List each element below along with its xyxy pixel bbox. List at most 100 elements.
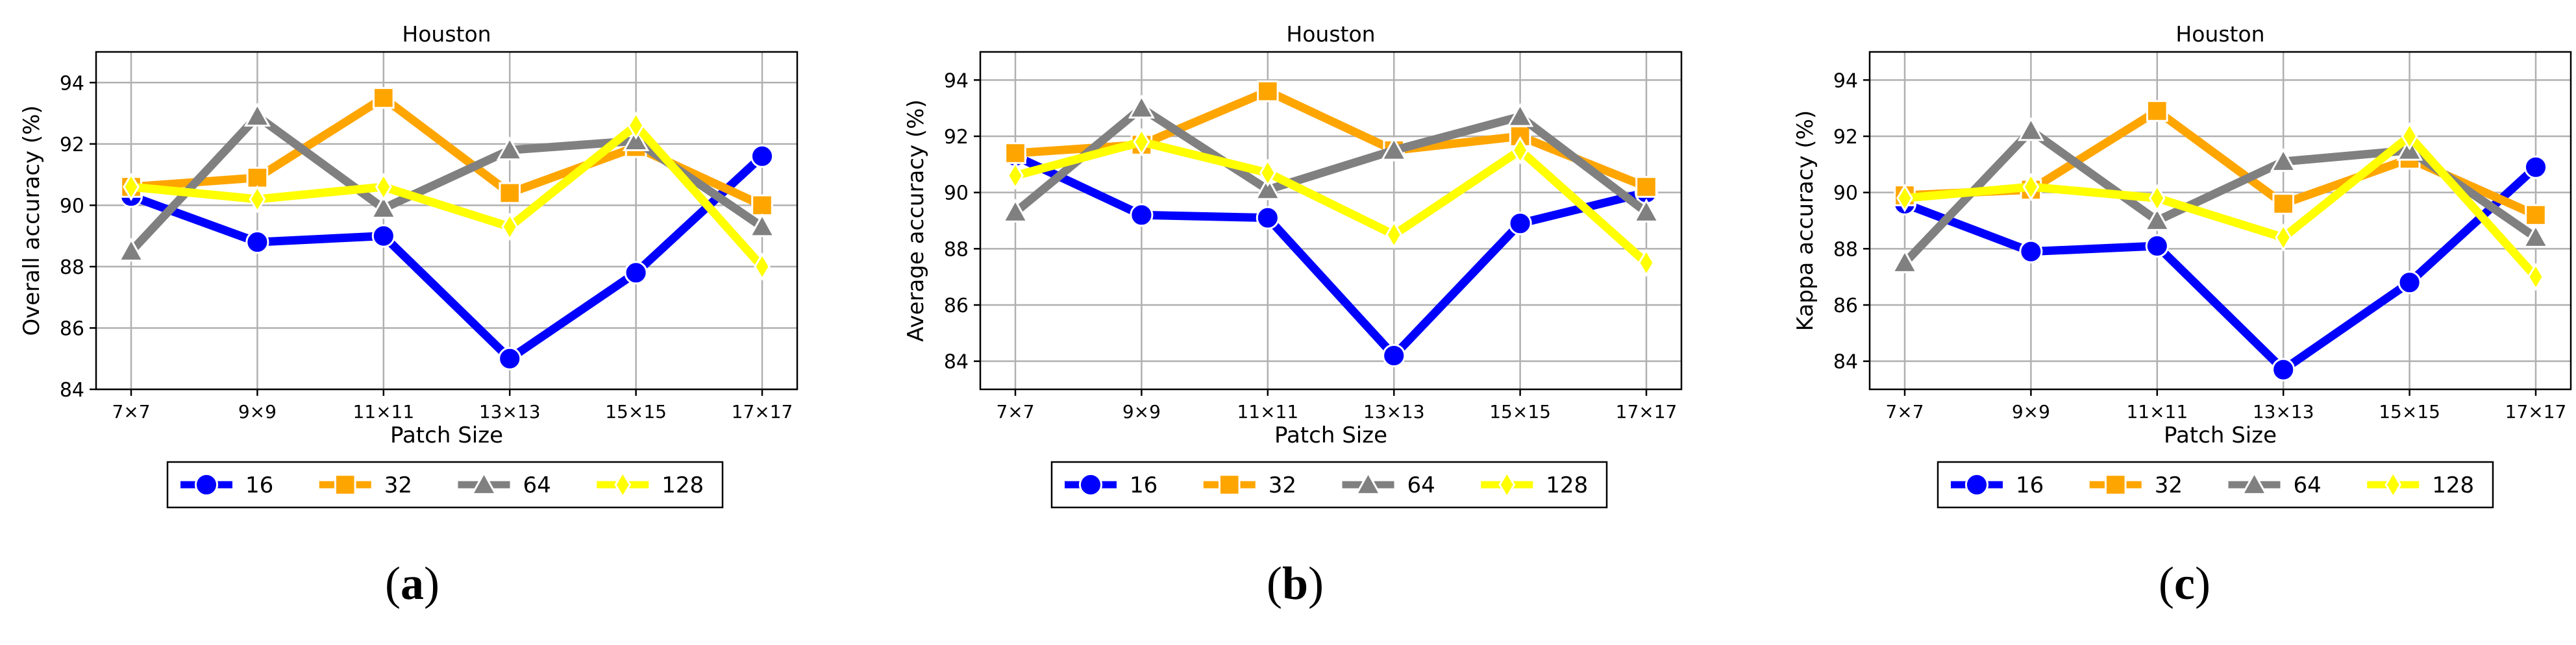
legend-marker-64 [2240, 470, 2268, 495]
series-line-16 [1900, 163, 2540, 374]
y-axis-label: Average accuracy (%) [903, 99, 929, 341]
data-point-16-17×17 [750, 144, 774, 168]
data-point-16-15×15 [2397, 271, 2421, 295]
y-tick-label: 88 [944, 238, 969, 261]
chart-title: Houston [2175, 21, 2264, 47]
data-point-64-13×13 [2270, 147, 2297, 172]
legend-marker-128 [1498, 470, 1516, 499]
series-line-16 [1011, 151, 1651, 360]
panel-label-b: (b) [1266, 557, 1324, 609]
plot-frame [1868, 51, 2572, 391]
data-point-128-9×9 [2022, 173, 2040, 201]
legend-label-64: 64 [1407, 472, 1435, 498]
legend: 16 32 64 128 [166, 461, 724, 509]
legend-marker-64 [1354, 470, 1382, 495]
legend-label-32: 32 [1269, 472, 1296, 498]
data-point-128-15×15 [627, 111, 645, 140]
data-point-128-7×7 [1896, 184, 1913, 213]
data-point-128-11×11 [2148, 184, 2166, 213]
data-point-16-17×17 [2523, 155, 2548, 179]
x-tick-label: 15×15 [605, 401, 667, 422]
data-point-128-15×15 [1511, 136, 1529, 165]
data-point-32-13×13 [499, 182, 521, 204]
panel-label-c: (c) [2159, 557, 2211, 609]
data-point-128-11×11 [1259, 158, 1276, 188]
x-axis-label: Patch Size [1274, 422, 1387, 448]
data-point-16-13×13 [2272, 358, 2296, 382]
legend-label-128: 128 [1546, 472, 1588, 498]
legend-label-16: 16 [245, 472, 273, 498]
x-tick-label: 17×17 [2505, 401, 2567, 422]
y-tick-label: 94 [60, 72, 84, 95]
data-point-128-15×15 [2401, 122, 2418, 151]
x-tick-label: 15×15 [2379, 401, 2440, 422]
data-point-128-17×17 [1638, 249, 1655, 277]
data-point-32-11×11 [2146, 100, 2168, 122]
legend-marker-64 [470, 470, 498, 495]
y-tick-label: 90 [944, 182, 969, 205]
data-point-128-11×11 [375, 173, 392, 201]
legend: 16 32 64 128 [1050, 461, 1608, 509]
data-point-16-9×9 [245, 230, 269, 254]
y-tick-label: 86 [60, 317, 84, 340]
data-point-128-13×13 [1385, 220, 1403, 249]
legend-marker-32 [1218, 474, 1241, 496]
legend-label-16: 16 [2016, 472, 2044, 498]
x-tick-label: 11×11 [353, 401, 414, 422]
legend-marker-32 [334, 474, 356, 496]
y-tick-label: 86 [1833, 295, 1858, 317]
data-point-32-13×13 [2272, 193, 2294, 215]
y-tick-label: 90 [60, 195, 84, 217]
data-point-64-11×11 [370, 195, 397, 219]
legend-label-16: 16 [1130, 472, 1158, 498]
data-point-128-9×9 [1133, 127, 1150, 156]
data-point-16-9×9 [2019, 239, 2043, 263]
series-line-128 [1900, 132, 2540, 282]
legend-marker-16 [1964, 472, 1989, 497]
data-point-64-17×17 [749, 213, 776, 237]
x-tick-label: 9×9 [2012, 401, 2050, 422]
series-line-64 [1011, 104, 1651, 217]
legend-label-128: 128 [662, 472, 704, 498]
data-point-64-9×9 [2017, 117, 2044, 141]
y-tick-label: 84 [1833, 351, 1858, 374]
y-axis-label: Overall accuracy (%) [19, 105, 45, 335]
chart-panel-2: 7×7 9×9 11×11 13×13 15×15 17×17 84 86 88 90 92 94 Ho… [903, 21, 1683, 509]
x-tick-label: 13×13 [479, 401, 541, 422]
x-tick-label: 11×11 [2126, 401, 2188, 422]
series-line-128 [1011, 138, 1651, 267]
legend-marker-128 [2384, 470, 2402, 499]
panel-label-a: (a) [385, 557, 440, 609]
x-tick-label: 7×7 [112, 401, 150, 422]
data-point-16-11×11 [2145, 234, 2169, 258]
data-point-16-11×11 [1256, 206, 1280, 230]
legend-marker-128 [614, 470, 632, 499]
plot-frame [979, 51, 1683, 391]
data-point-128-7×7 [1007, 161, 1024, 190]
data-point-64-7×7 [118, 237, 145, 262]
y-tick-label: 94 [1833, 69, 1858, 92]
y-tick-label: 84 [60, 379, 84, 402]
data-point-64-15×15 [1507, 103, 1534, 127]
chart-panel-1: 7×7 9×9 11×11 13×13 15×15 17×17 84 86 88 90 92 94 Ho… [19, 21, 799, 509]
x-tick-label: 13×13 [2253, 401, 2314, 422]
data-point-128-7×7 [123, 173, 140, 201]
y-tick-label: 86 [944, 295, 969, 317]
x-axis-label: Patch Size [2164, 422, 2277, 448]
data-point-64-17×17 [1633, 198, 1660, 223]
legend-label-64: 64 [2294, 472, 2322, 498]
x-tick-label: 17×17 [1616, 401, 1678, 422]
data-point-128-17×17 [754, 252, 771, 281]
data-point-64-13×13 [1380, 136, 1407, 161]
y-tick-label: 92 [944, 126, 969, 149]
data-point-16-11×11 [371, 224, 395, 248]
x-axis-label: Patch Size [390, 422, 503, 448]
y-tick-label: 84 [944, 351, 969, 374]
y-tick-label: 90 [1833, 182, 1858, 205]
legend-label-32: 32 [2155, 472, 2183, 498]
x-tick-label: 13×13 [1363, 401, 1425, 422]
legend-marker-16 [194, 472, 219, 497]
x-tick-label: 9×9 [238, 401, 277, 422]
